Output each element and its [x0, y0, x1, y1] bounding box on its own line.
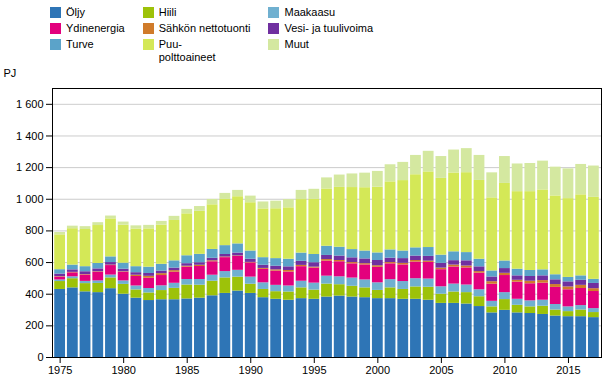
svg-text:600: 600: [25, 256, 43, 268]
svg-text:2015: 2015: [556, 364, 580, 376]
svg-text:2005: 2005: [429, 364, 453, 376]
html-text:Hiili: Hiili: [158, 6, 177, 18]
svg-text:200: 200: [25, 319, 43, 331]
svg-text:1990: 1990: [239, 364, 263, 376]
html-text:Sähkön nettotuonti: Sähkön nettotuonti: [158, 22, 251, 34]
svg-text:2000: 2000: [366, 364, 390, 376]
html-text:Turve: Turve: [66, 38, 94, 50]
html-text:Ydinenergia: Ydinenergia: [66, 22, 125, 34]
html-text:Vesi- ja tuulivoima: Vesi- ja tuulivoima: [284, 22, 374, 34]
svg-text:1 000: 1 000: [16, 193, 44, 205]
html-text:Muut: Muut: [284, 38, 309, 50]
svg-text:1 400: 1 400: [16, 129, 44, 141]
svg-text:800: 800: [25, 224, 43, 236]
svg-text:1975: 1975: [48, 364, 72, 376]
html-text:Puu- polttoaineet: Puu- polttoaineet: [158, 38, 216, 63]
svg-text:1 600: 1 600: [16, 98, 44, 110]
svg-text:1980: 1980: [111, 364, 135, 376]
svg-text:0: 0: [37, 351, 43, 363]
svg-text:1 200: 1 200: [16, 161, 44, 173]
html-text:Öljy: Öljy: [66, 6, 85, 18]
html-text:Maakaasu: Maakaasu: [284, 6, 336, 18]
svg-text:2010: 2010: [493, 364, 517, 376]
svg-text:1995: 1995: [302, 364, 326, 376]
svg-text:400: 400: [25, 288, 43, 300]
svg-text:PJ: PJ: [4, 67, 17, 79]
svg-text:1985: 1985: [175, 364, 199, 376]
